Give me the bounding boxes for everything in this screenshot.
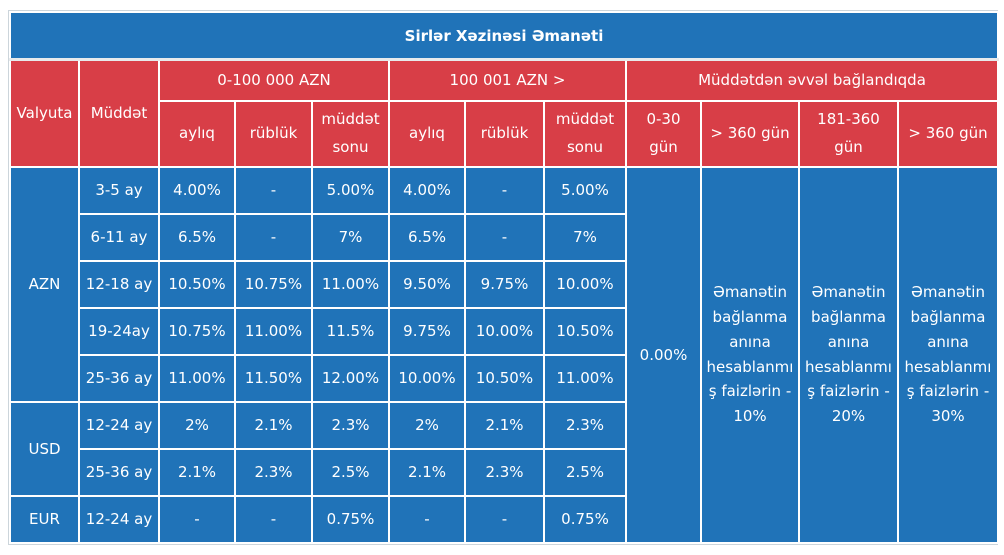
early-closure-rate-cell: 0.00% [625,165,702,544]
table-row-azn-19-24: 19-24ay 10.75% 11.00% 11.5% 9.75% 10.00%… [10,306,998,356]
term-cell: 25-36 ay [78,353,160,403]
rate-cell: 11.00% [543,353,627,403]
rate-cell: 2.3% [543,400,627,450]
header-group-0-100000-azn: 0-100 000 AZN [158,58,390,102]
rate-cell: 10.00% [543,259,627,309]
header-valyuta: Valyuta [9,58,80,168]
term-cell: 3-5 ay [78,165,160,215]
table-row-azn-12-18: 12-18 ay 10.50% 10.75% 11.00% 9.50% 9.75… [10,259,998,309]
subheader-rubluk-2: rüblük [464,99,545,168]
rate-cell: 0.75% [311,494,390,544]
header-muddet: Müddət [78,58,160,168]
rate-cell: 11.00% [311,259,390,309]
subheader-muddet-sonu-1: müddət sonu [311,99,390,168]
table-row-usd-12-24: USD 12-24 ay 2% 2.1% 2.3% 2% 2.1% 2.3% [9,400,998,497]
rate-cell: 4.00% [388,165,466,215]
rate-cell: 10.50% [464,353,545,403]
term-cell: 19-24ay [78,306,160,356]
deposit-rates-table: Sirlər Xəzinəsi Əmanəti Valyuta Müddət 0… [9,11,999,544]
rate-cell: 2.3% [234,447,313,497]
rate-cell: 2.1% [464,400,545,450]
rate-cell: 2.1% [234,400,313,450]
rate-cell: 2.3% [464,447,545,497]
rate-cell: 2.5% [543,447,627,497]
currency-cell-azn: AZN [9,165,80,403]
term-cell: 25-36 ay [78,447,160,497]
rate-cell: 6.5% [158,212,236,262]
subheader-gt-360-gun-1: > 360 gün [700,99,800,168]
rate-cell: 5.00% [311,165,390,215]
subheader-ayliq-1: aylıq [158,99,236,168]
rate-cell: 10.00% [388,353,466,403]
rate-cell: - [234,212,313,262]
term-cell: 12-24 ay [78,494,160,544]
header-group-100001-azn: 100 001 AZN > [388,58,627,102]
subheader-0-30-gun: 0-30 gün [625,99,702,168]
currency-cell-eur: EUR [9,494,80,544]
subheader-gt-360-gun-2: > 360 gün [897,99,999,168]
rate-cell: 11.00% [158,353,236,403]
rate-cell: 9.75% [388,306,466,356]
early-closure-text-cell-20: Əmanətin bağlanma anına hesablanmış faiz… [798,165,899,544]
rate-cell: 10.50% [158,259,236,309]
rate-cell: - [464,494,545,544]
rate-cell: 2.1% [158,447,236,497]
early-closure-text-cell-30: Əmanətin bağlanma anına hesablanmış faiz… [897,165,999,544]
rate-cell: 10.00% [464,306,545,356]
rate-cell: 11.50% [234,353,313,403]
header-group-early-closure: Müddətdən əvvəl bağlandıqda [625,58,999,102]
rate-cell: 10.75% [158,306,236,356]
term-cell: 12-24 ay [78,400,160,450]
early-closure-text-cell-10: Əmanətin bağlanma anına hesablanmış faiz… [700,165,800,544]
rate-cell: 7% [543,212,627,262]
rate-cell: - [464,165,545,215]
rate-cell: 9.75% [464,259,545,309]
table-row-azn-3-5: AZN 3-5 ay 4.00% - 5.00% 4.00% - 5.00% 0… [9,165,999,544]
rate-cell: - [234,494,313,544]
subheader-rubluk-1: rüblük [234,99,313,168]
rate-cell: - [388,494,466,544]
currency-cell-usd: USD [9,400,80,497]
rate-cell: 0.75% [543,494,627,544]
rate-cell: 7% [311,212,390,262]
table-row-azn-6-11: 6-11 ay 6.5% - 7% 6.5% - 7% [10,212,998,262]
rate-cell: 2.5% [311,447,390,497]
rate-cell: 6.5% [388,212,466,262]
rate-cell: 2.1% [388,447,466,497]
rate-cell: 2% [388,400,466,450]
rate-cell: - [464,212,545,262]
rate-cell: 10.50% [543,306,627,356]
deposit-rates-table-container: Sirlər Xəzinəsi Əmanəti Valyuta Müddət 0… [8,10,999,545]
rate-cell: 5.00% [543,165,627,215]
rate-cell: 11.00% [234,306,313,356]
table-title: Sirlər Xəzinəsi Əmanəti [9,11,999,61]
subheader-181-360-gun: 181-360 gün [798,99,899,168]
rate-cell: 10.75% [234,259,313,309]
table-row-azn-25-36: 25-36 ay 11.00% 11.50% 12.00% 10.00% 10.… [10,353,998,403]
rate-cell: 12.00% [311,353,390,403]
subheader-muddet-sonu-2: müddət sonu [543,99,627,168]
rate-cell: 11.5% [311,306,390,356]
rate-cell: 2.3% [311,400,390,450]
rate-cell: 4.00% [158,165,236,215]
rate-cell: 2% [158,400,236,450]
rate-cell: - [158,494,236,544]
header-sub-row: aylıq rüblük müddət sonu aylıq rüblük mü… [10,99,999,168]
header-group-row: Valyuta Müddət 0-100 000 AZN 100 001 AZN… [9,58,999,168]
rate-cell: 9.50% [388,259,466,309]
subheader-ayliq-2: aylıq [388,99,466,168]
rate-cell: - [234,165,313,215]
table-row-usd-25-36: 25-36 ay 2.1% 2.3% 2.5% 2.1% 2.3% 2.5% [10,447,998,497]
term-cell: 6-11 ay [78,212,160,262]
term-cell: 12-18 ay [78,259,160,309]
title-row: Sirlər Xəzinəsi Əmanəti [9,11,999,61]
